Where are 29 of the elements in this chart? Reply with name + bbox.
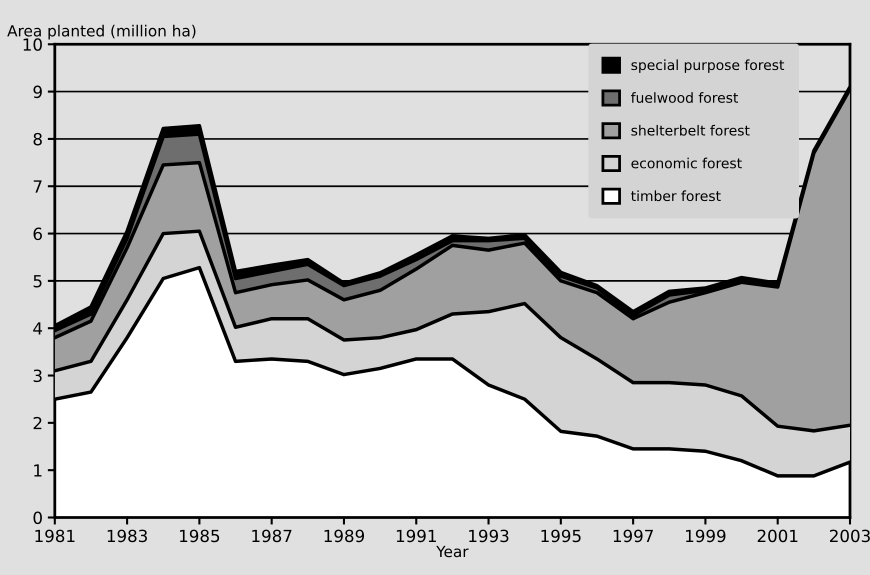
y-tick-label: 0 bbox=[34, 511, 42, 524]
legend-label: economic forest bbox=[631, 158, 742, 168]
y-tick-label: 9 bbox=[33, 86, 42, 98]
legend-label: special purpose forest bbox=[631, 59, 784, 73]
legend-label: timber forest bbox=[631, 190, 721, 202]
y-tick-label: 1 bbox=[34, 464, 42, 477]
x-tick-label: 1991 bbox=[396, 530, 436, 542]
x-tick-label: 1997 bbox=[614, 530, 653, 542]
y-tick-label: 8 bbox=[34, 132, 42, 146]
x-tick-label: 1995 bbox=[541, 530, 581, 542]
y-tick-label: 4 bbox=[33, 322, 42, 335]
x-tick-label: 1983 bbox=[108, 530, 147, 542]
x-axis-title: Year bbox=[436, 546, 469, 558]
y-tick-label: 2 bbox=[34, 416, 42, 430]
x-tick-label: 1981 bbox=[35, 530, 74, 542]
x-tick-label: 2003 bbox=[830, 530, 870, 542]
y-tick-label: 7 bbox=[34, 180, 42, 193]
legend-label: shelterbelt forest bbox=[631, 124, 750, 136]
y-tick-label: 3 bbox=[34, 369, 42, 382]
x-tick-label: 1985 bbox=[180, 530, 220, 542]
x-tick-label: 1987 bbox=[252, 530, 292, 542]
y-tick-label: 10 bbox=[24, 38, 42, 51]
legend-label: fuelwood forest bbox=[631, 92, 738, 103]
x-tick-label: 1989 bbox=[324, 530, 364, 542]
x-tick-label: 1993 bbox=[469, 530, 508, 542]
y-tick-label: 6 bbox=[34, 228, 42, 240]
x-tick-label: 1999 bbox=[686, 530, 726, 542]
x-tick-label: 2001 bbox=[758, 530, 798, 542]
y-tick-label: 5 bbox=[34, 275, 42, 288]
